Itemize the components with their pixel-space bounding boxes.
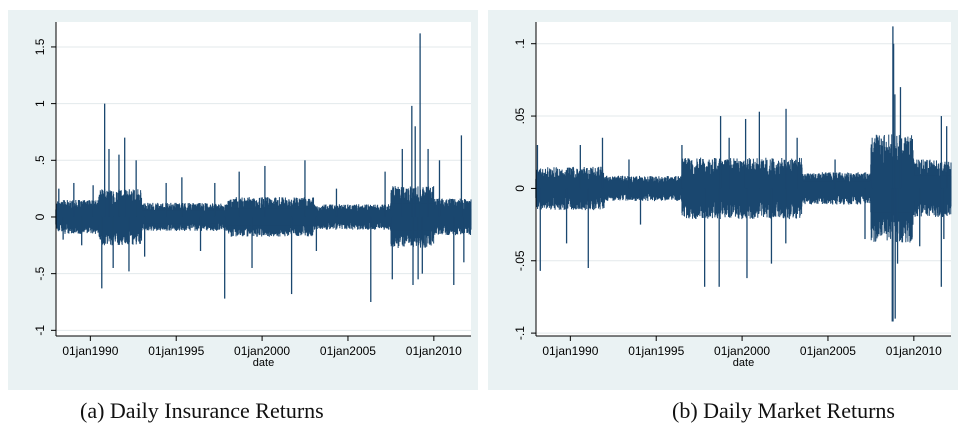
y-tick-label-3: .5	[33, 155, 47, 165]
y-tick-label-2: 0	[33, 213, 47, 220]
x-tick-label-2: 01jan2000	[234, 344, 290, 358]
y-tick-label-3: .05	[513, 107, 527, 124]
y-tick-label-0: -1	[33, 325, 47, 336]
x-tick-label-2: 01jan2000	[714, 344, 770, 358]
market-returns-panel: -.1 -.05 0 .05 .1 01jan1990 01jan1995 01jan2000…	[488, 10, 958, 390]
x-tick-label-4: 01jan2010	[886, 344, 942, 358]
y-tick-label-1: -.5	[33, 266, 47, 280]
x-tick-label-0: 01jan1990	[62, 344, 118, 358]
y-tick-label-2: 0	[513, 185, 527, 192]
series-0	[55, 33, 472, 302]
y-tick-label-1: -.05	[513, 250, 527, 271]
x-axis-title: date	[253, 357, 274, 369]
y-tick-label-4: .1	[513, 38, 527, 48]
x-tick-label-1: 01jan1995	[628, 344, 684, 358]
x-tick-label-1: 01jan1995	[148, 344, 204, 358]
series-1	[535, 26, 952, 322]
x-axis-title: date	[733, 357, 754, 369]
insurance-returns-chart: -1 -.5 0 .5 1 1.5 01jan1990 01jan1995 01jan2000 0…	[33, 22, 472, 369]
insurance-returns-caption: (a) Daily Insurance Returns	[80, 398, 324, 423]
plot-area	[56, 22, 471, 336]
x-tick-label-3: 01jan2005	[800, 344, 856, 358]
market-returns-chart: -.1 -.05 0 .05 .1 01jan1990 01jan1995 01jan2000…	[513, 22, 952, 369]
y-tick-label-0: -.1	[513, 326, 527, 340]
x-tick-label-3: 01jan2005	[320, 344, 376, 358]
insurance-returns-panel: -1 -.5 0 .5 1 1.5 01jan1990 01jan1995 01jan2000 0…	[8, 10, 478, 390]
x-tick-label-0: 01jan1990	[542, 344, 598, 358]
y-tick-label-4: 1	[33, 100, 47, 107]
y-tick-label-5: 1.5	[33, 38, 47, 55]
market-returns-caption: (b) Daily Market Returns	[672, 398, 895, 423]
x-tick-label-4: 01jan2010	[406, 344, 462, 358]
